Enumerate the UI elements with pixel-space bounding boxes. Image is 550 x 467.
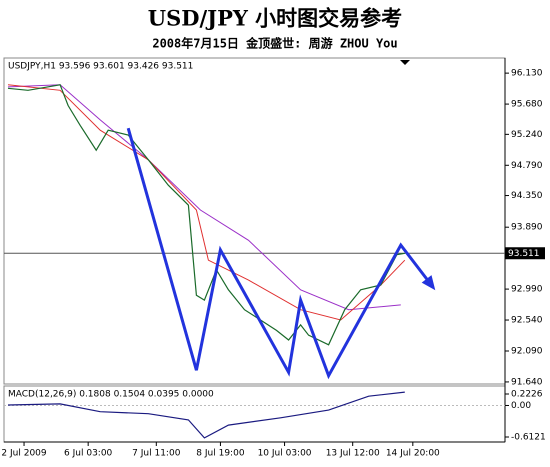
series-line bbox=[7, 391, 405, 439]
y-tick-label: 93.890 bbox=[511, 223, 543, 233]
x-tick-label: 2 Jul 2009 bbox=[1, 449, 46, 459]
y-tick-label: 91.640 bbox=[511, 377, 543, 387]
x-tick-label: 10 Jul 03:00 bbox=[258, 449, 312, 459]
price-label: 93.511 bbox=[508, 249, 540, 259]
arrow-head bbox=[421, 275, 436, 291]
y-tick-label: 0.2226 bbox=[511, 390, 543, 400]
y-tick-label: 94.790 bbox=[511, 161, 543, 171]
series-line bbox=[7, 84, 401, 311]
macd-panel bbox=[3, 385, 506, 443]
y-tick-label: 92.990 bbox=[511, 285, 543, 295]
shift-marker bbox=[400, 60, 410, 65]
x-tick-label: 14 Jul 20:00 bbox=[386, 449, 440, 459]
x-tick-label: 7 Jul 11:00 bbox=[132, 449, 181, 459]
price-box bbox=[505, 247, 545, 260]
series-line bbox=[126, 127, 435, 380]
y-tick-label: 0.00 bbox=[511, 401, 531, 411]
y-tick-label: -0.6121 bbox=[511, 433, 546, 443]
x-tick-label: 6 Jul 03:00 bbox=[64, 449, 113, 459]
macd-header: MACD(12,26,9) 0.1808 0.1504 0.0395 0.000… bbox=[8, 390, 214, 400]
y-tick-label: 95.680 bbox=[511, 100, 543, 110]
y-tick-label: 96.130 bbox=[511, 69, 543, 79]
y-tick-label: 94.350 bbox=[511, 191, 543, 201]
main-panel bbox=[3, 57, 506, 385]
series-line bbox=[7, 84, 406, 321]
y-tick-label: 92.540 bbox=[511, 316, 543, 326]
main-header: USDJPY,H1 93.596 93.601 93.426 93.511 bbox=[8, 62, 193, 72]
y-tick-label: 95.240 bbox=[511, 130, 543, 140]
x-tick-label: 8 Jul 19:00 bbox=[196, 449, 245, 459]
chart-title: USD/JPY 小时图交易参考 bbox=[148, 6, 402, 31]
y-tick-label: 92.090 bbox=[511, 346, 543, 356]
x-tick-label: 13 Jul 12:00 bbox=[326, 449, 380, 459]
chart-subtitle: 2008年7月15日 金顶盛世: 周游 ZHOU You bbox=[152, 36, 397, 51]
